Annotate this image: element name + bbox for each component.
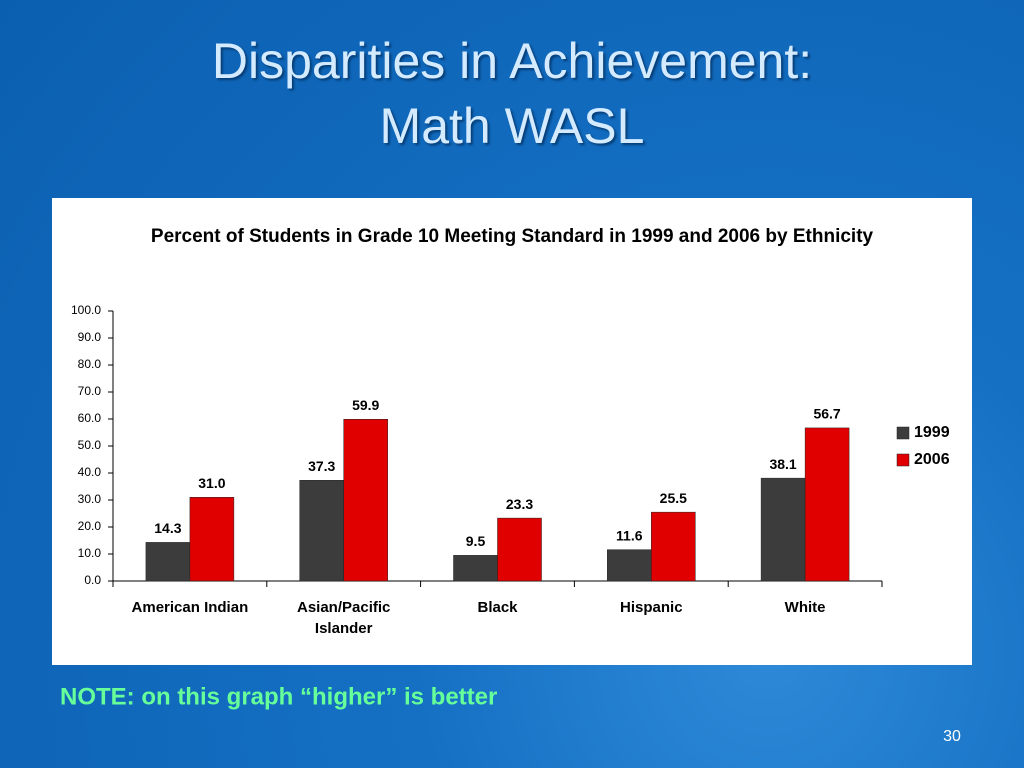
y-tick-label: 0.0 — [84, 573, 101, 587]
value-label: 25.5 — [660, 490, 687, 506]
legend-swatch — [896, 453, 910, 467]
value-label: 38.1 — [769, 456, 796, 472]
bar — [343, 419, 388, 582]
x-tick-label: Asian/Pacific Islander — [296, 599, 391, 637]
y-tick-label: 60.0 — [78, 411, 102, 425]
y-tick-label: 10.0 — [78, 546, 102, 560]
x-tick-label: White — [784, 599, 826, 616]
legend-label: 1999 — [914, 424, 950, 441]
bar — [497, 517, 542, 582]
value-label: 23.3 — [506, 496, 533, 512]
value-label: 11.6 — [616, 527, 643, 543]
note: NOTE: on this graph “higher” is better — [60, 683, 497, 710]
y-tick-label: 30.0 — [78, 492, 102, 506]
bar — [145, 542, 191, 582]
chart-title: Percent of Students in Grade 10 Meeting … — [150, 226, 874, 247]
bar — [189, 497, 235, 582]
slide-title: Math WASL — [380, 98, 645, 154]
y-tick-label: 100.0 — [71, 303, 101, 317]
y-tick-label: 70.0 — [78, 384, 102, 398]
y-tick-label: 50.0 — [78, 438, 102, 452]
bar — [804, 427, 850, 582]
y-tick-label: 40.0 — [78, 465, 102, 479]
bar — [299, 480, 344, 582]
value-label: 37.3 — [308, 458, 335, 474]
value-label: 56.7 — [813, 406, 840, 422]
legend-label: 2006 — [914, 451, 950, 468]
bar — [760, 477, 806, 582]
value-label: 9.5 — [466, 533, 486, 549]
x-tick-label: Black — [477, 599, 518, 616]
slide-title: Disparities in Achievement: — [212, 33, 812, 89]
value-label: 14.3 — [154, 520, 181, 536]
y-tick-label: 80.0 — [78, 357, 102, 371]
value-label: 31.0 — [198, 475, 225, 491]
bar — [453, 555, 498, 582]
page-number: 30 — [943, 728, 961, 745]
bar — [651, 511, 696, 582]
x-tick-label: Hispanic — [620, 599, 683, 616]
y-tick-label: 90.0 — [78, 330, 102, 344]
bar — [607, 549, 652, 582]
value-label: 59.9 — [352, 397, 379, 413]
legend-swatch — [896, 426, 910, 440]
x-tick-label: American Indian — [131, 599, 249, 616]
y-tick-label: 20.0 — [78, 519, 102, 533]
